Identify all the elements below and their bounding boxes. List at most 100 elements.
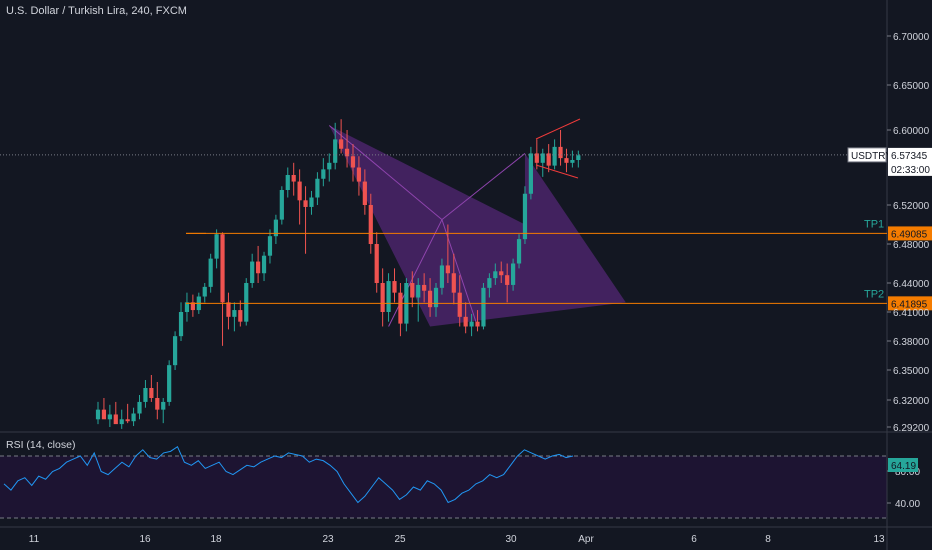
candle-body <box>209 259 213 287</box>
candle-body <box>428 291 432 307</box>
time-label-18: 18 <box>210 534 222 545</box>
rsi-tick-label: 40.00 <box>895 499 920 510</box>
candle-body <box>469 322 473 327</box>
time-label-8: 8 <box>765 534 771 545</box>
candle-body <box>303 200 307 207</box>
candle-body <box>529 153 533 193</box>
candle-body <box>576 155 580 160</box>
candle-body <box>517 239 521 263</box>
candle-body <box>547 153 551 165</box>
candle-body <box>458 293 462 317</box>
price-tick-label: 6.44000 <box>893 279 930 290</box>
candle-body <box>523 194 527 239</box>
candle-body <box>149 388 153 398</box>
price-tick-label: 6.48000 <box>893 240 930 251</box>
candle-body <box>203 287 207 297</box>
candle-body <box>369 205 373 244</box>
candle-body <box>155 398 159 410</box>
candle-body <box>398 293 402 324</box>
candle-body <box>570 160 574 163</box>
candle-body <box>96 410 100 420</box>
candle-body <box>511 264 515 285</box>
rsi-title: RSI (14, close) <box>6 439 75 451</box>
price-tick-label: 6.60000 <box>893 126 930 137</box>
candle-body <box>541 153 545 162</box>
time-label-25: 25 <box>394 534 406 545</box>
candle-body <box>392 281 396 293</box>
time-label-11: 11 <box>29 534 40 545</box>
price-tick-label: 6.65000 <box>893 81 930 92</box>
candle-body <box>464 317 468 327</box>
candle-body <box>286 175 290 190</box>
price-chart[interactable]: TP16.49085TP26.41895 6.700006.650006.600… <box>0 0 932 550</box>
candle-body <box>564 158 568 163</box>
rsi-band <box>0 456 887 518</box>
candle-body <box>351 156 355 167</box>
candle-body <box>244 283 248 322</box>
candle-body <box>481 288 485 327</box>
candle-body <box>446 265 450 273</box>
candle-body <box>120 419 124 424</box>
candle-body <box>131 414 135 422</box>
candle-body <box>232 310 236 317</box>
countdown-value: 02:33:00 <box>891 165 930 176</box>
candle-body <box>357 168 361 182</box>
price-tick-label: 6.70000 <box>893 32 930 43</box>
candle-body <box>256 262 260 274</box>
candle-body <box>298 182 302 201</box>
candle-body <box>434 288 438 307</box>
rsi-value-label: 64.19 <box>891 461 916 472</box>
time-label-13: 13 <box>873 534 885 545</box>
time-label-30: 30 <box>505 534 517 545</box>
candle-body <box>452 273 456 292</box>
candle-body <box>487 278 491 288</box>
candle-body <box>440 265 444 287</box>
candle-body <box>238 310 242 322</box>
candle-body <box>309 198 313 207</box>
candle-body <box>475 322 479 327</box>
candle-body <box>422 285 426 291</box>
price-tick-label: 6.38000 <box>893 337 930 348</box>
candle-body <box>114 414 118 424</box>
level-label-1: TP2 <box>864 288 884 300</box>
candle-body <box>220 234 224 302</box>
time-label-16: 16 <box>139 534 151 545</box>
candle-body <box>173 336 177 365</box>
candle-body <box>102 410 106 420</box>
candle-body <box>315 179 319 198</box>
time-label-Apr: Apr <box>578 534 594 545</box>
candle-body <box>493 271 497 278</box>
candle-body <box>250 262 254 283</box>
candle-body <box>505 275 509 285</box>
candle-body <box>327 163 331 170</box>
candle-body <box>558 147 562 158</box>
candle-body <box>161 402 165 410</box>
candle-body <box>108 414 112 419</box>
price-tick-label: 6.32000 <box>893 396 930 407</box>
candle-body <box>535 153 539 162</box>
level-label-0: TP1 <box>864 218 884 230</box>
candle-body <box>167 365 171 402</box>
price-tick-label: 6.29200 <box>893 423 930 434</box>
candle-body <box>499 271 503 275</box>
price-tick-label: 6.35000 <box>893 366 930 377</box>
candle-body <box>268 236 272 256</box>
candle-body <box>339 139 343 148</box>
candle-body <box>375 244 379 283</box>
candle-body <box>386 281 390 312</box>
candle-body <box>381 283 385 312</box>
candle-body <box>333 139 337 162</box>
price-tick-label: 6.52000 <box>893 201 930 212</box>
candle-body <box>143 388 147 402</box>
time-label-23: 23 <box>322 534 334 545</box>
candle-body <box>553 147 557 166</box>
candle-body <box>126 419 130 421</box>
candle-body <box>280 190 284 220</box>
level-value-0: 6.49085 <box>891 229 928 240</box>
chart-title: U.S. Dollar / Turkish Lira, 240, FXCM <box>6 5 187 17</box>
candle-body <box>137 402 141 414</box>
candle-body <box>226 302 230 317</box>
candle-body <box>179 312 183 336</box>
last-price-value: 6.57345 <box>891 151 928 162</box>
candle-body <box>292 175 296 182</box>
